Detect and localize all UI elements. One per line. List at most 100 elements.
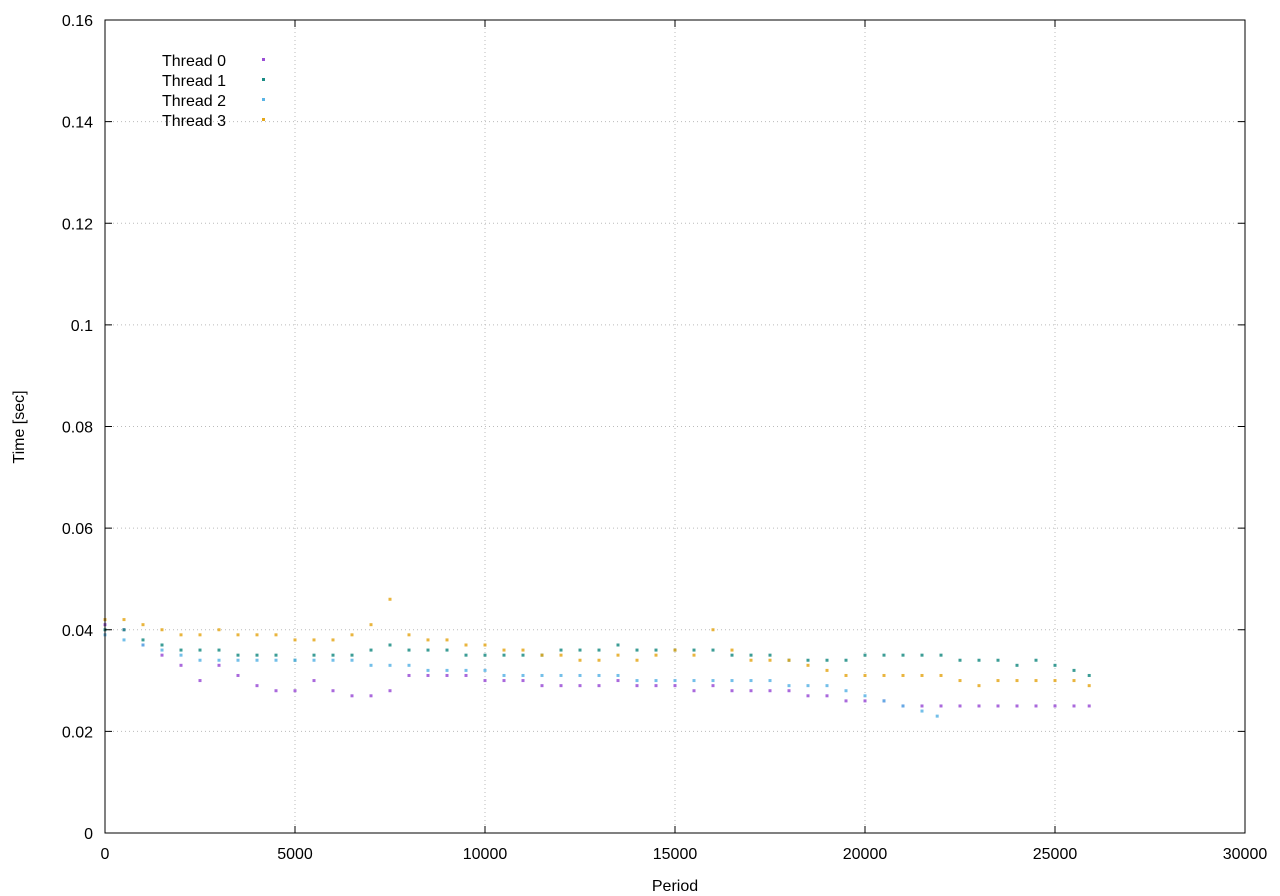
data-point-thread-1 bbox=[141, 638, 145, 642]
data-point-thread-2 bbox=[749, 679, 753, 683]
data-point-thread-3 bbox=[1072, 679, 1076, 683]
data-point-thread-0 bbox=[939, 704, 943, 708]
data-point-thread-1 bbox=[179, 648, 183, 652]
data-point-thread-3 bbox=[977, 684, 981, 688]
data-point-thread-0 bbox=[768, 689, 772, 693]
data-point-thread-0 bbox=[920, 704, 924, 708]
data-point-thread-3 bbox=[293, 638, 297, 642]
data-point-thread-3 bbox=[749, 658, 753, 662]
data-point-thread-1 bbox=[597, 648, 601, 652]
data-point-thread-2 bbox=[483, 668, 487, 672]
data-point-thread-1 bbox=[749, 653, 753, 657]
data-point-thread-3 bbox=[863, 673, 867, 677]
data-point-thread-3 bbox=[939, 673, 943, 677]
data-point-thread-3 bbox=[445, 638, 449, 642]
x-tick-label: 15000 bbox=[653, 846, 698, 863]
data-point-thread-3 bbox=[806, 663, 810, 667]
data-point-thread-0 bbox=[654, 684, 658, 688]
data-point-thread-2 bbox=[863, 694, 867, 698]
axis-ticks: 0 5000 10000 15000 20000 25000 30000 0 0.02 0.04 0… bbox=[62, 13, 1267, 863]
data-point-thread-0 bbox=[464, 673, 468, 677]
legend-label-thread-1: Thread 1 bbox=[162, 73, 226, 90]
y-tick-label: 0.1 bbox=[71, 318, 93, 335]
data-point-thread-2 bbox=[312, 658, 316, 662]
legend-marker-thread-0 bbox=[262, 58, 265, 61]
data-point-thread-1 bbox=[217, 648, 221, 652]
data-point-thread-0 bbox=[388, 689, 392, 693]
data-point-thread-1 bbox=[901, 653, 905, 657]
data-point-thread-2 bbox=[331, 658, 335, 662]
x-tick-label: 0 bbox=[101, 846, 110, 863]
data-point-thread-0 bbox=[673, 684, 677, 688]
data-point-thread-3 bbox=[1053, 679, 1057, 683]
data-point-thread-3 bbox=[920, 673, 924, 677]
data-point-thread-2 bbox=[445, 668, 449, 672]
data-point-thread-3 bbox=[464, 643, 468, 647]
data-point-thread-2 bbox=[901, 704, 905, 708]
data-point-thread-3 bbox=[198, 633, 202, 637]
data-point-thread-2 bbox=[236, 658, 240, 662]
data-point-thread-3 bbox=[654, 653, 658, 657]
data-point-thread-0 bbox=[274, 689, 278, 693]
data-point-thread-3 bbox=[217, 628, 221, 632]
data-point-thread-1 bbox=[768, 653, 772, 657]
data-point-thread-2 bbox=[388, 663, 392, 667]
data-point-thread-0 bbox=[426, 673, 430, 677]
data-point-thread-1 bbox=[483, 653, 487, 657]
data-point-thread-0 bbox=[540, 684, 544, 688]
data-point-thread-2 bbox=[407, 663, 411, 667]
data-point-thread-1 bbox=[711, 648, 715, 652]
data-point-thread-2 bbox=[787, 684, 791, 688]
data-point-thread-1 bbox=[578, 648, 582, 652]
y-tick-label: 0 bbox=[84, 826, 93, 843]
data-point-thread-1 bbox=[825, 658, 829, 662]
data-point-thread-2 bbox=[597, 673, 601, 677]
data-point-thread-3 bbox=[787, 658, 791, 662]
data-point-thread-2 bbox=[730, 679, 734, 683]
data-point-thread-0 bbox=[825, 694, 829, 698]
data-point-thread-0 bbox=[863, 699, 867, 703]
data-point-thread-1 bbox=[521, 653, 525, 657]
data-point-thread-2 bbox=[578, 673, 582, 677]
data-point-thread-0 bbox=[293, 689, 297, 693]
data-point-thread-2 bbox=[255, 658, 259, 662]
y-tick-label: 0.04 bbox=[62, 623, 93, 640]
data-point-thread-0 bbox=[559, 684, 563, 688]
y-tick-label: 0.14 bbox=[62, 115, 93, 132]
data-point-thread-1 bbox=[920, 653, 924, 657]
data-point-thread-1 bbox=[863, 653, 867, 657]
data-point-thread-3 bbox=[502, 648, 506, 652]
legend-label-thread-3: Thread 3 bbox=[162, 113, 226, 130]
legend-marker-thread-2 bbox=[262, 98, 265, 101]
y-tick-label: 0.08 bbox=[62, 420, 93, 437]
y-tick-label: 0.16 bbox=[62, 13, 93, 30]
data-point-thread-0 bbox=[730, 689, 734, 693]
data-point-thread-0 bbox=[1053, 704, 1057, 708]
data-point-thread-2 bbox=[160, 648, 164, 652]
data-point-thread-2 bbox=[882, 699, 886, 703]
data-point-thread-3 bbox=[521, 648, 525, 652]
data-point-thread-3 bbox=[160, 628, 164, 632]
data-point-thread-3 bbox=[426, 638, 430, 642]
data-point-thread-1 bbox=[559, 648, 563, 652]
data-point-thread-1 bbox=[312, 653, 316, 657]
data-point-thread-3 bbox=[673, 648, 677, 652]
data-point-thread-3 bbox=[388, 597, 392, 601]
x-tick-label: 30000 bbox=[1223, 846, 1268, 863]
legend-marker-thread-1 bbox=[262, 78, 265, 81]
data-point-thread-2 bbox=[179, 653, 183, 657]
data-point-thread-0 bbox=[749, 689, 753, 693]
data-point-thread-0 bbox=[217, 663, 221, 667]
data-point-thread-3 bbox=[540, 653, 544, 657]
data-point-thread-3 bbox=[730, 648, 734, 652]
data-point-thread-3 bbox=[958, 679, 962, 683]
data-point-thread-3 bbox=[825, 668, 829, 672]
data-point-thread-2 bbox=[935, 714, 939, 718]
data-point-thread-2 bbox=[141, 643, 145, 647]
data-point-thread-0 bbox=[977, 704, 981, 708]
data-point-thread-1 bbox=[996, 658, 1000, 662]
data-point-thread-3 bbox=[996, 679, 1000, 683]
data-point-thread-0 bbox=[1087, 704, 1091, 708]
legend-markers bbox=[262, 58, 265, 121]
data-point-thread-2 bbox=[559, 673, 563, 677]
